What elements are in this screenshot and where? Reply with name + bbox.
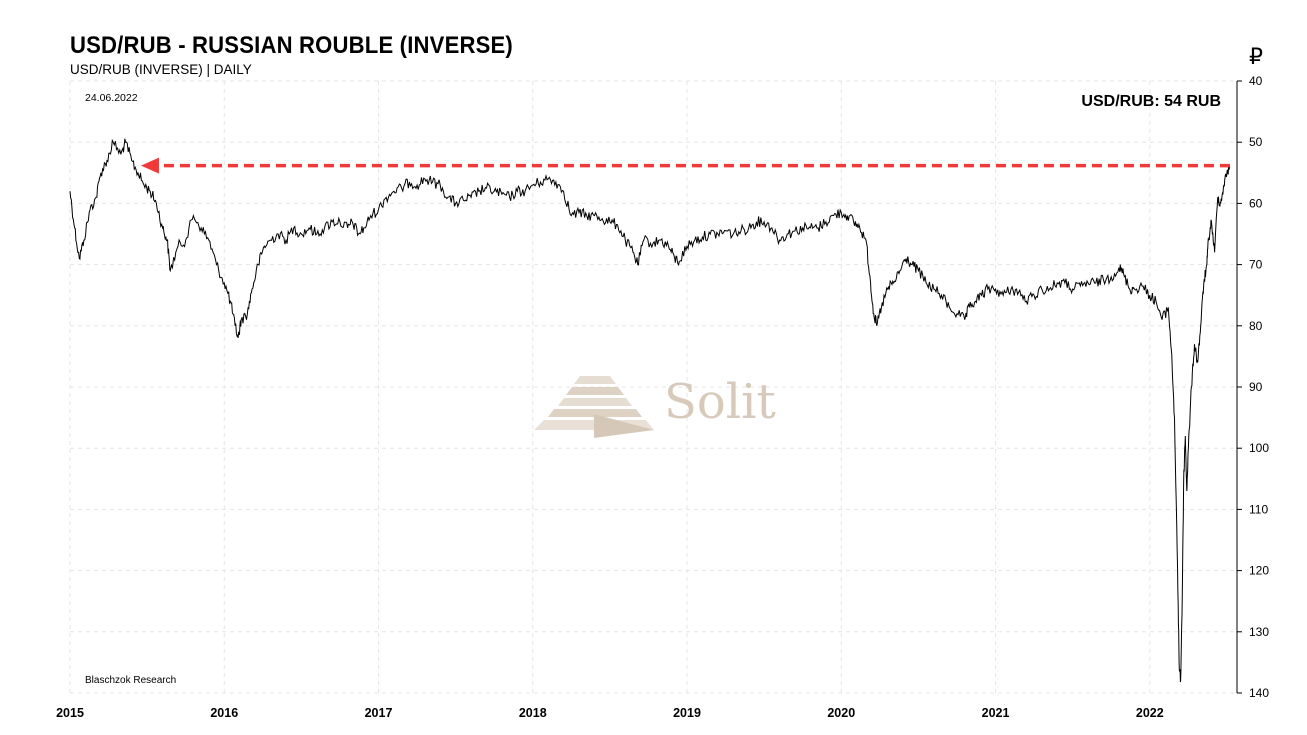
y-tick-label: 130	[1249, 625, 1269, 639]
current-price-label: USD/RUB: 54 RUB	[1081, 93, 1221, 110]
x-tick-label: 2022	[1136, 706, 1164, 720]
y-tick-label: 60	[1249, 196, 1263, 210]
x-tick-label: 2017	[365, 706, 393, 720]
y-tick-label: 110	[1249, 502, 1268, 516]
price-line	[69, 138, 1231, 683]
y-tick-label: 70	[1249, 258, 1263, 272]
y-tick-label: 40	[1249, 74, 1263, 88]
x-tick-label: 2020	[827, 706, 855, 720]
x-tick-label: 2015	[56, 706, 84, 720]
arrow-head-icon	[140, 157, 159, 174]
solit-watermark: Solit	[532, 372, 782, 442]
pyramid-logo-icon	[534, 376, 654, 438]
y-tick-label: 140	[1249, 686, 1269, 700]
y-tick-label: 120	[1249, 564, 1269, 578]
y-tick-label: 80	[1249, 319, 1263, 333]
date-label: 24.06.2022	[85, 92, 138, 104]
grid	[69, 80, 1237, 694]
y-tick-label: 50	[1249, 135, 1263, 149]
rouble-icon: ₽	[1249, 44, 1263, 69]
x-tick-label: 2019	[673, 706, 701, 720]
x-tick-label: 2016	[210, 706, 238, 720]
credit-label: Blaschzok Research	[85, 675, 177, 686]
x-tick-label: 2021	[982, 706, 1010, 720]
x-ticks: 2015 2016 2017 2018 2019 2020 2021 2022	[56, 706, 1164, 720]
chart-title: USD/RUB - RUSSIAN ROUBLE (INVERSE)	[70, 32, 513, 59]
watermark-text: Solit	[664, 374, 776, 430]
y-tick-label: 100	[1249, 441, 1269, 455]
y-tick-label: 90	[1249, 380, 1263, 394]
arrow-annotation	[140, 157, 1230, 174]
y-ticks: 40 50 60 70 80 90 100 110 120 130 140	[1237, 74, 1269, 700]
chart-subtitle: USD/RUB (INVERSE) | DAILY	[70, 62, 252, 77]
x-tick-label: 2018	[519, 706, 547, 720]
